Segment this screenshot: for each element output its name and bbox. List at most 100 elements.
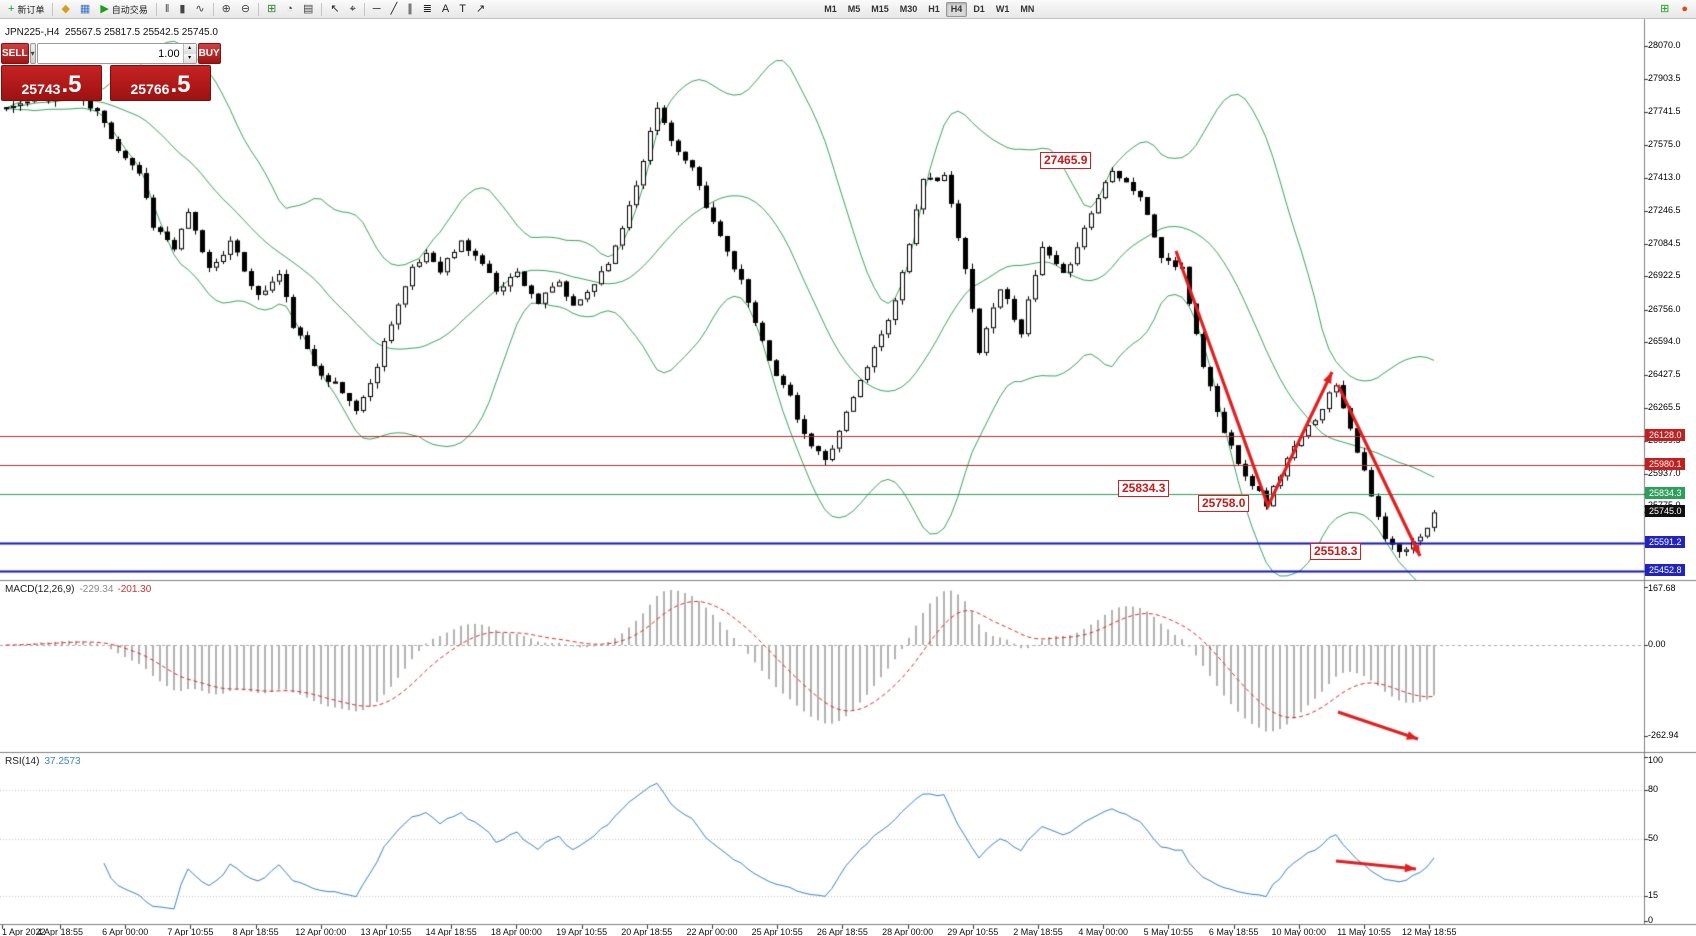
one-click-trade-panel: SELL ▾ ▴ ▾ BUY 25743.5 25766.5	[1, 43, 221, 101]
line-chart-button[interactable]: ∿	[191, 1, 208, 17]
text-button[interactable]: A	[438, 1, 453, 17]
cursor-button[interactable]: ↖	[326, 1, 343, 17]
timeframe-h1[interactable]: H1	[928, 4, 940, 14]
crosshair-button[interactable]: ⌖	[346, 1, 360, 17]
price-axis-label: 27741.5	[1648, 105, 1681, 116]
sell-button[interactable]: SELL	[1, 43, 29, 64]
zoom-out-icon: ⊖	[240, 2, 251, 15]
add-indicator-icon: ⊞	[1660, 2, 1670, 15]
macd-signal-value: -201.30	[117, 584, 152, 595]
zoom-in-icon: ⊕	[221, 2, 231, 15]
data-window-button[interactable]: ▤	[299, 1, 317, 17]
macd-axis-label: 0.00	[1648, 639, 1666, 649]
sell-price-main: 25743	[21, 81, 61, 97]
volume-down-button[interactable]: ▾	[183, 53, 196, 63]
time-axis-label: 11 May 10:55	[1337, 927, 1391, 936]
timeframe-m30[interactable]: M30	[899, 4, 918, 14]
toolbar-separator	[52, 2, 54, 16]
bars-chart-icon: ‖	[164, 2, 170, 15]
volume-box: ▴ ▾	[36, 43, 197, 64]
price-axis-badge: 25745.0	[1645, 505, 1685, 518]
order-type-dropdown[interactable]: ▾	[29, 43, 36, 64]
toolbar-separator	[212, 2, 214, 16]
horizontal-line-icon: ─	[372, 2, 381, 15]
toolbar-group: ◆ ▦ ▶ 自动交易	[57, 1, 151, 17]
toolbar-separator	[155, 2, 157, 16]
toolbar-group: ‖ ▮ ∿	[161, 1, 209, 17]
toolbar-separator	[321, 2, 323, 16]
arrow-tool-icon: ↗	[476, 2, 486, 15]
timeframe-m15[interactable]: M15	[871, 4, 889, 14]
sell-price-display[interactable]: 25743.5	[1, 65, 102, 101]
auto-trading-button[interactable]: ▶ 自动交易	[96, 1, 151, 17]
volume-input[interactable]	[37, 44, 183, 63]
toolbar-separator	[363, 2, 365, 16]
time-axis-label: 26 Apr 18:55	[816, 927, 868, 936]
price-axis-label: 27903.5	[1648, 73, 1681, 84]
candles-chart-button[interactable]: ▮	[175, 1, 189, 17]
trade-panel-prices: 25743.5 25766.5	[1, 65, 211, 101]
market-watch-button[interactable]: ▦	[76, 1, 94, 17]
price-annotation[interactable]: 25758.0	[1198, 495, 1250, 512]
new-chart-icon: ⊞	[267, 2, 277, 15]
time-axis-label: 22 Apr 00:00	[686, 927, 738, 936]
rsi-value: 37.2573	[44, 756, 81, 767]
label-button[interactable]: T	[455, 1, 470, 17]
new-chart-button[interactable]: ⊞	[263, 1, 280, 17]
notification-button[interactable]: ●	[1677, 1, 1692, 17]
price-annotation[interactable]: 25834.3	[1118, 480, 1170, 497]
zoom-in-button[interactable]: ⊕	[218, 1, 235, 17]
toolbar-separator	[258, 2, 260, 16]
new-order-button[interactable]: + 新订单	[4, 1, 48, 17]
buy-button[interactable]: BUY	[197, 43, 221, 64]
price-axis-label: 27084.5	[1648, 237, 1681, 248]
chart-clock-button[interactable]: ◔	[282, 1, 297, 17]
toolbar-group: ─ ╱ ∥ ≣ A T ↗	[369, 1, 489, 17]
price-axis-badge: 26128.0	[1645, 428, 1685, 441]
price-annotation[interactable]: 27465.9	[1040, 152, 1092, 169]
toolbar-right-group: ⊞ ●	[1656, 1, 1692, 17]
timeframe-w1[interactable]: W1	[995, 4, 1010, 14]
trendline-button[interactable]: ╱	[387, 1, 402, 17]
macd-name: MACD(12,26,9)	[5, 584, 75, 595]
chart-profile-button[interactable]: ◆	[57, 1, 73, 17]
timeframe-d1[interactable]: D1	[973, 4, 985, 14]
price-axis-label: 26922.5	[1648, 270, 1681, 281]
candles-chart-icon: ▮	[179, 2, 186, 15]
auto-trading-icon: ▶	[100, 2, 109, 15]
price-axis-label: 26427.5	[1648, 369, 1681, 380]
label-icon: T	[459, 2, 466, 15]
price-axis-badge: 25980.1	[1645, 458, 1685, 471]
fibonacci-icon: ≣	[422, 2, 432, 15]
rsi-axis-label: 80	[1648, 784, 1659, 794]
timeframe-h4[interactable]: H4	[945, 1, 968, 17]
time-axis-label: 1 Apr 2022	[2, 927, 46, 936]
buy-price-display[interactable]: 25766.5	[110, 65, 211, 101]
horizontal-line-button[interactable]: ─	[369, 1, 385, 17]
time-axis-label: 28 Apr 00:00	[882, 927, 934, 936]
time-axis-label: 12 Apr 00:00	[295, 927, 347, 936]
rsi-axis-label: 100	[1648, 755, 1664, 765]
time-axis-label: 7 Apr 10:55	[167, 927, 214, 936]
timeframe-m5[interactable]: M5	[847, 4, 861, 14]
time-axis-label: 20 Apr 18:55	[621, 927, 673, 936]
price-axis-badge: 25591.2	[1645, 536, 1685, 549]
zoom-out-button[interactable]: ⊖	[237, 1, 254, 17]
rsi-axis-label: 0	[1648, 914, 1654, 925]
channel-button[interactable]: ∥	[403, 1, 417, 17]
volume-up-button[interactable]: ▴	[183, 44, 196, 54]
sell-price-frac: .5	[61, 71, 82, 99]
add-indicator-button[interactable]: ⊞	[1656, 1, 1673, 17]
arrow-tool-button[interactable]: ↗	[472, 1, 489, 17]
price-annotation[interactable]: 25518.3	[1310, 543, 1362, 560]
macd-axis-label: 167.68	[1648, 583, 1676, 593]
bars-chart-button[interactable]: ‖	[161, 1, 174, 17]
cursor-icon: ↖	[330, 2, 340, 15]
timeframe-mn[interactable]: MN	[1020, 4, 1035, 14]
macd-axis-label: -262.94	[1648, 730, 1679, 740]
fibonacci-button[interactable]: ≣	[419, 1, 436, 17]
timeframe-m1[interactable]: M1	[824, 4, 837, 14]
price-axis-badge: 25452.8	[1645, 564, 1685, 576]
